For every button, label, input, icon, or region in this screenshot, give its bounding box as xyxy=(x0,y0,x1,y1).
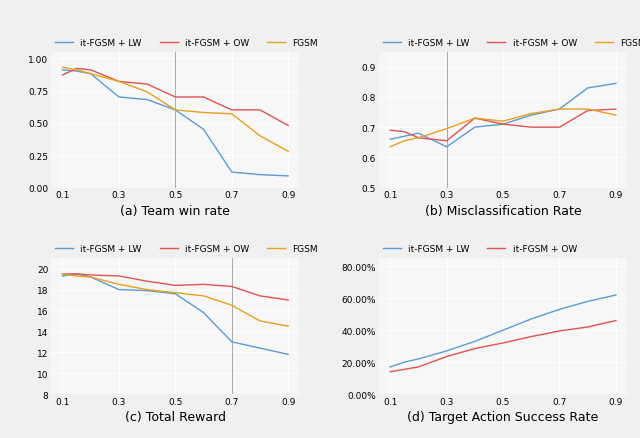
X-axis label: (a) Team win rate: (a) Team win rate xyxy=(120,204,230,217)
Legend: it-FGSM + LW, it-FGSM + OW, FGSM: it-FGSM + LW, it-FGSM + OW, FGSM xyxy=(51,35,322,51)
X-axis label: (b) Misclassification Rate: (b) Misclassification Rate xyxy=(425,204,581,217)
X-axis label: (c) Total Reward: (c) Total Reward xyxy=(125,410,226,423)
Legend: it-FGSM + LW, it-FGSM + OW, FGSM: it-FGSM + LW, it-FGSM + OW, FGSM xyxy=(379,35,640,51)
X-axis label: (d) Target Action Success Rate: (d) Target Action Success Rate xyxy=(408,410,598,423)
Legend: it-FGSM + LW, it-FGSM + OW: it-FGSM + LW, it-FGSM + OW xyxy=(379,241,580,257)
Legend: it-FGSM + LW, it-FGSM + OW, FGSM: it-FGSM + LW, it-FGSM + OW, FGSM xyxy=(51,241,322,257)
